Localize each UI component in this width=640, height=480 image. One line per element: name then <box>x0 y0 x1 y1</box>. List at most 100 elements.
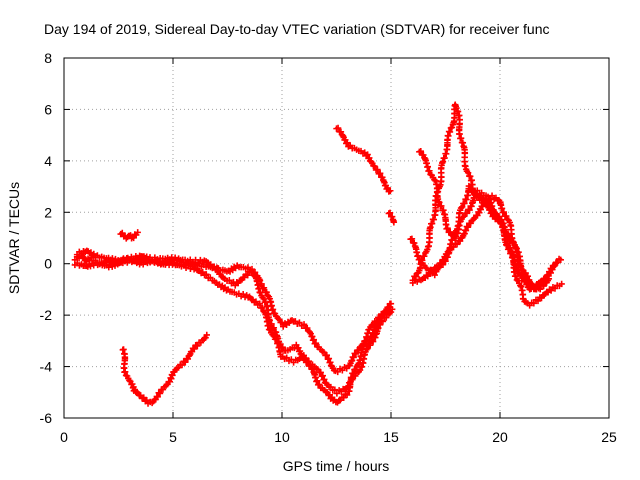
data-point <box>500 208 507 216</box>
data-point <box>511 242 518 249</box>
data-point <box>203 331 210 339</box>
data-point <box>462 227 470 234</box>
data-point <box>143 396 150 404</box>
data-point <box>259 304 266 312</box>
data-point <box>279 323 287 330</box>
data-point <box>517 282 524 289</box>
data-point <box>121 368 129 375</box>
data-point <box>367 341 374 349</box>
data-point <box>504 240 512 247</box>
data-point <box>312 340 320 347</box>
data-point <box>362 337 369 345</box>
data-point <box>300 321 308 328</box>
x-tick-label: 10 <box>274 429 290 445</box>
data-point <box>522 269 529 277</box>
data-point <box>537 285 544 293</box>
data-point <box>507 244 514 252</box>
data-point <box>156 390 164 397</box>
series-track-arc-low <box>119 331 210 407</box>
data-point <box>385 303 392 311</box>
data-point <box>182 359 189 366</box>
data-point <box>260 295 267 303</box>
data-point <box>340 394 347 401</box>
data-point <box>448 236 456 244</box>
data-point <box>364 151 371 158</box>
data-point <box>411 239 418 247</box>
data-point <box>178 361 186 369</box>
data-marks <box>71 101 565 407</box>
series-track-evening-4 <box>407 182 553 293</box>
data-point <box>372 334 379 341</box>
data-point <box>191 345 198 353</box>
data-point <box>504 231 512 239</box>
data-point <box>252 298 260 305</box>
data-point <box>558 280 565 288</box>
data-point <box>369 338 377 345</box>
data-point <box>513 276 521 284</box>
data-point <box>386 300 394 308</box>
data-point <box>552 259 560 267</box>
series-track-morning-3 <box>73 247 394 376</box>
chart-title: Day 194 of 2019, Sidereal Day-to-day VTE… <box>44 21 550 37</box>
x-axis-label: GPS time / hours <box>283 458 390 474</box>
data-point <box>530 300 538 307</box>
series-track-main-morning <box>71 252 395 406</box>
y-tick-label: -6 <box>40 410 53 426</box>
y-tick-label: 8 <box>44 50 52 66</box>
x-tick-label: 0 <box>60 429 68 445</box>
data-point <box>457 204 465 212</box>
data-point <box>508 247 515 255</box>
data-point <box>439 158 447 165</box>
data-point <box>453 241 461 248</box>
data-point <box>507 235 514 242</box>
y-tick-label: -4 <box>40 359 53 375</box>
data-point <box>386 209 394 217</box>
y-tick-label: 4 <box>44 153 52 169</box>
data-point <box>477 206 484 213</box>
data-point <box>346 379 354 387</box>
data-point <box>486 202 494 209</box>
data-point <box>557 256 564 263</box>
data-point <box>510 239 517 246</box>
data-point <box>461 200 468 207</box>
data-point <box>414 252 422 259</box>
data-point <box>263 288 270 296</box>
data-point <box>374 166 381 173</box>
data-point <box>366 154 373 162</box>
data-point <box>251 269 259 276</box>
data-point <box>264 292 272 299</box>
data-point <box>371 163 378 170</box>
data-point <box>363 346 370 353</box>
data-point <box>470 188 477 195</box>
data-point <box>545 275 553 283</box>
data-point <box>390 219 398 226</box>
data-point <box>426 167 433 174</box>
data-point <box>278 319 286 326</box>
data-point <box>364 345 371 352</box>
data-point <box>417 147 425 155</box>
data-point <box>456 237 464 245</box>
data-point <box>488 192 496 199</box>
data-point <box>244 271 251 279</box>
data-point <box>241 274 248 281</box>
data-point <box>210 263 218 270</box>
x-tick-label: 25 <box>601 429 617 445</box>
y-axis-label: SDTVAR / TECUs <box>6 182 22 294</box>
data-point <box>464 169 472 176</box>
series-track-dusk <box>333 124 394 195</box>
x-tick-label: 15 <box>383 429 399 445</box>
data-point <box>387 187 394 194</box>
data-point <box>350 354 357 361</box>
data-point <box>90 250 98 258</box>
data-point <box>440 206 447 214</box>
data-point <box>169 372 176 379</box>
data-point <box>313 377 321 384</box>
data-point <box>548 266 555 273</box>
data-point <box>540 282 547 290</box>
data-point <box>327 383 335 391</box>
grid <box>64 58 609 418</box>
data-point <box>442 257 449 265</box>
data-point <box>295 344 302 351</box>
data-point <box>503 212 510 220</box>
data-point <box>412 273 420 280</box>
